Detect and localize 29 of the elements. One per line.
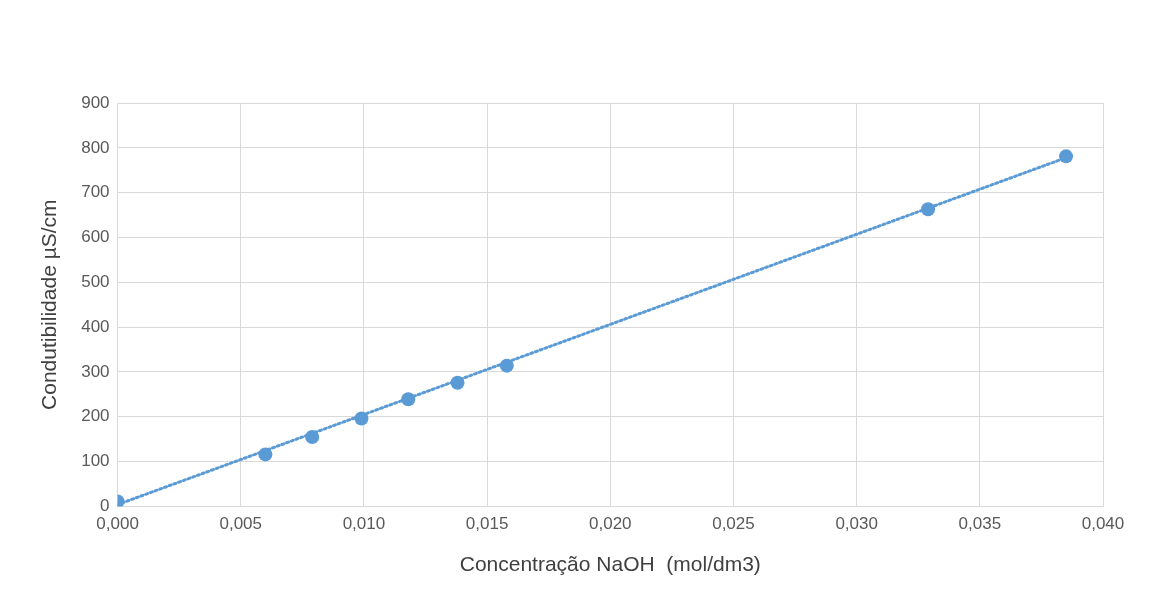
point: [499, 358, 514, 373]
y-tick-label: 400: [81, 316, 110, 336]
y-tick-label: 0: [100, 496, 110, 516]
x-tick-label: 0,005: [219, 514, 263, 534]
x-tick-label: 0,040: [1081, 514, 1125, 534]
y-tick-label: 700: [81, 182, 110, 202]
point: [401, 392, 416, 407]
x-axis-title: Concentração NaOH (mol/dm3): [459, 552, 761, 576]
x-tick-label: 0,030: [835, 514, 878, 534]
point: [305, 429, 320, 444]
y-tick-label: 500: [81, 271, 110, 291]
x-tick-label: 0,020: [589, 514, 632, 534]
point: [258, 447, 273, 462]
x-tick-label: 0,025: [712, 514, 755, 534]
x-tick-label: 0,000: [96, 514, 139, 534]
x-tick-label: 0,015: [465, 514, 509, 534]
x-tick-label: 0,035: [958, 514, 1002, 534]
point: [1059, 149, 1074, 164]
point: [921, 202, 936, 217]
y-tick-label: 600: [81, 227, 110, 247]
point: [354, 411, 369, 426]
y-tick-label: 300: [81, 361, 110, 381]
y-tick-label: 900: [81, 92, 110, 112]
y-tick-label: 800: [81, 137, 110, 157]
point: [450, 375, 465, 390]
y-tick-label: 100: [81, 451, 110, 471]
y-tick-label: 200: [81, 406, 110, 426]
x-tick-label: 0,010: [342, 514, 386, 534]
y-axis-title: Condutibilidade µS/cm: [37, 199, 61, 410]
